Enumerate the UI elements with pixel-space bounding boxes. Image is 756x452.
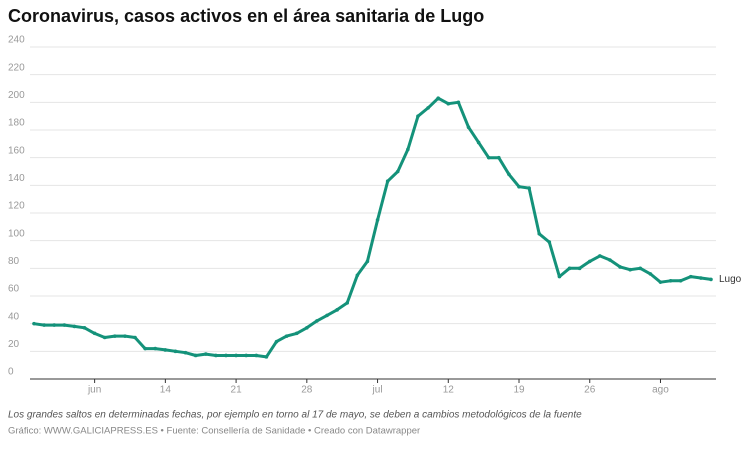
- data-point: [577, 266, 582, 271]
- data-point: [62, 323, 67, 327]
- x-tick-label: ago: [652, 385, 669, 396]
- data-point: [638, 266, 643, 271]
- y-tick-label: 60: [8, 284, 20, 295]
- data-point: [426, 106, 430, 110]
- data-point: [365, 259, 370, 264]
- data-point: [618, 265, 622, 269]
- data-point: [567, 266, 572, 271]
- data-point: [486, 155, 491, 160]
- data-point: [264, 355, 269, 359]
- data-point: [203, 352, 208, 356]
- data-point: [82, 326, 87, 330]
- data-point: [32, 321, 36, 326]
- x-tick-label: jun: [87, 385, 101, 396]
- y-tick-label: 180: [8, 118, 25, 129]
- data-point: [436, 96, 440, 100]
- y-tick-label: 140: [8, 173, 25, 184]
- y-tick-label: 80: [8, 256, 20, 267]
- y-tick-label: 0: [8, 367, 14, 378]
- data-point: [123, 334, 127, 338]
- data-point: [446, 101, 451, 106]
- data-point: [385, 179, 390, 183]
- data-point: [517, 184, 521, 189]
- y-tick-label: 120: [8, 201, 25, 212]
- data-point: [375, 218, 380, 222]
- data-point: [668, 278, 673, 283]
- data-point: [456, 100, 461, 105]
- data-point: [234, 353, 238, 358]
- y-tick-label: 160: [8, 145, 25, 156]
- data-point: [102, 335, 107, 340]
- data-point: [244, 353, 248, 358]
- data-point: [335, 308, 339, 312]
- data-point: [315, 319, 319, 323]
- data-point: [254, 353, 259, 358]
- y-tick-label: 20: [8, 339, 20, 350]
- data-point: [224, 353, 228, 358]
- data-point: [133, 335, 137, 340]
- data-point: [355, 273, 360, 278]
- data-point: [547, 240, 552, 244]
- data-point: [557, 274, 562, 279]
- data-point: [113, 334, 117, 338]
- x-tick-label: jul: [372, 385, 383, 396]
- data-line: [33, 96, 712, 359]
- data-point: [608, 258, 612, 262]
- x-tick-label: 12: [443, 385, 455, 396]
- data-point: [163, 348, 168, 352]
- x-tick-label: 19: [513, 385, 525, 396]
- data-point: [628, 267, 632, 272]
- data-point: [72, 324, 77, 329]
- data-point: [406, 147, 410, 152]
- data-point: [507, 172, 511, 177]
- data-point: [325, 313, 329, 318]
- data-point: [537, 231, 542, 236]
- y-tick-label: 100: [8, 228, 25, 239]
- data-point: [497, 155, 501, 160]
- data-point: [395, 169, 400, 174]
- data-point: [284, 334, 289, 338]
- data-point: [688, 274, 693, 279]
- data-point: [214, 353, 218, 358]
- data-point: [709, 277, 713, 282]
- x-tick-label: 14: [160, 385, 172, 396]
- credits: Gráfico: WWW.GALICIAPRESS.ES • Fuente: C…: [8, 426, 420, 437]
- data-point: [42, 323, 46, 327]
- data-point: [173, 349, 178, 354]
- y-tick-label: 220: [8, 62, 25, 73]
- data-point: [345, 301, 350, 305]
- data-point: [699, 276, 703, 280]
- x-tick-label: 26: [584, 385, 596, 396]
- data-point: [527, 186, 531, 190]
- y-tick-label: 240: [8, 35, 25, 46]
- y-tick-label: 40: [8, 311, 20, 322]
- data-point: [143, 346, 147, 351]
- data-point: [305, 326, 309, 330]
- data-point: [274, 339, 279, 344]
- data-point: [466, 125, 471, 130]
- data-point: [587, 259, 592, 264]
- data-point: [52, 323, 57, 327]
- y-tick-label: 200: [8, 90, 25, 101]
- data-point: [153, 346, 158, 351]
- data-point: [648, 272, 653, 276]
- chart-title: Coronavirus, casos activos en el área sa…: [8, 6, 484, 26]
- series-label: Lugo: [719, 274, 742, 285]
- data-point: [598, 254, 602, 258]
- data-point: [678, 278, 683, 283]
- data-point: [92, 331, 97, 336]
- notes: Los grandes saltos en determinadas fecha…: [8, 410, 582, 421]
- data-point: [294, 331, 299, 336]
- data-point: [476, 140, 481, 145]
- data-point: [658, 280, 663, 284]
- data-point: [416, 114, 420, 118]
- data-point: [183, 350, 188, 355]
- x-tick-label: 21: [231, 385, 243, 396]
- x-tick-label: 28: [301, 385, 313, 396]
- data-point: [193, 353, 198, 358]
